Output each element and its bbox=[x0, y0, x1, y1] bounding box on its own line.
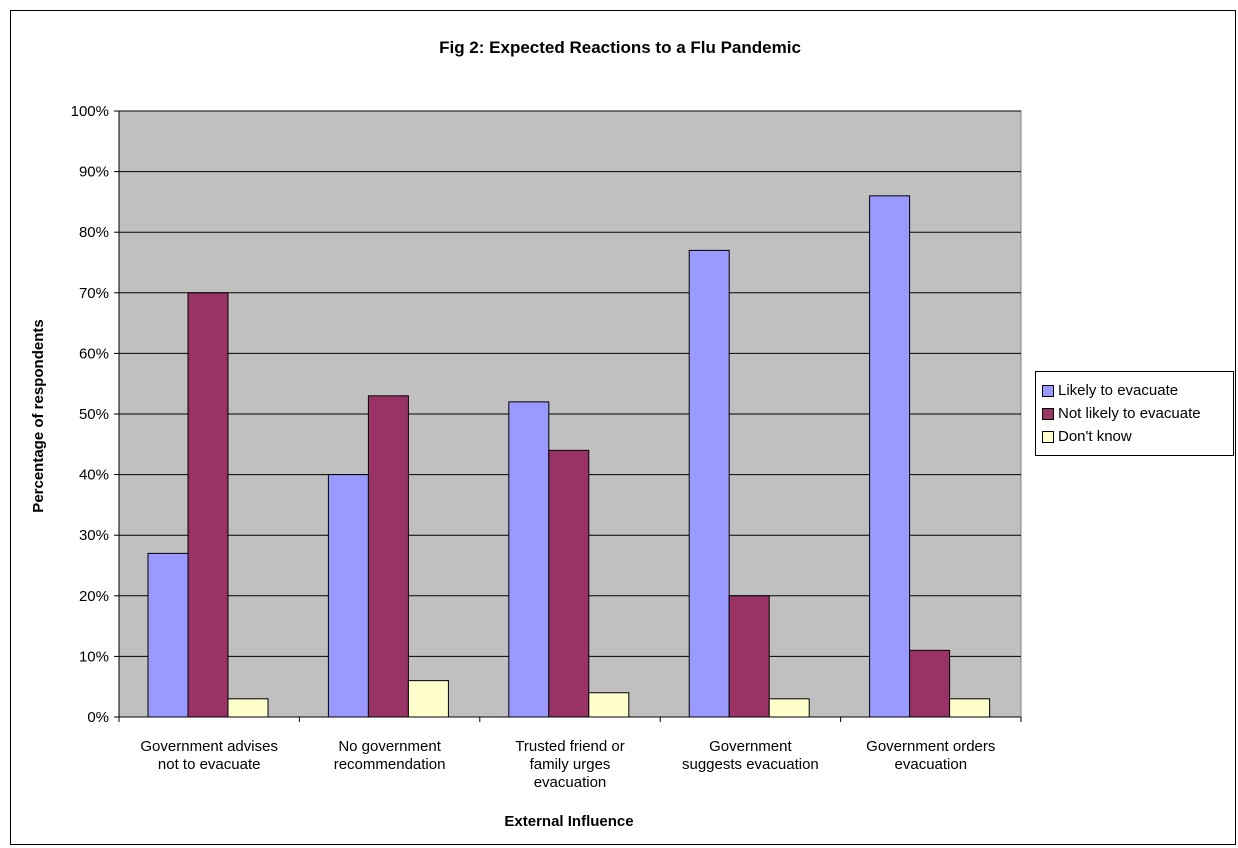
legend-label-likely: Likely to evacuate bbox=[1058, 382, 1179, 399]
bar-likely-to-evacuate-1 bbox=[327, 474, 369, 718]
legend-item-dont-know: Don't know bbox=[1042, 425, 1233, 448]
y-tick-label: 40% bbox=[79, 467, 109, 484]
bar-likely-to-evacuate-3 bbox=[688, 249, 730, 718]
bar-likely-to-evacuate-0 bbox=[147, 552, 189, 718]
x-tick-label: Government advises not to evacuate bbox=[140, 738, 278, 773]
y-tick-label: 50% bbox=[79, 406, 109, 423]
x-tick-label: Government orders evacuation bbox=[866, 738, 996, 773]
legend-swatch-likely bbox=[1042, 384, 1054, 397]
legend-label-dont-know: Don't know bbox=[1058, 428, 1132, 445]
y-tick-label: 30% bbox=[79, 527, 109, 544]
x-tick-label: Trusted friend or family urges evacuatio… bbox=[515, 738, 625, 791]
legend-item-likely: Likely to evacuate bbox=[1042, 379, 1233, 402]
x-tick-label: No government recommendation bbox=[333, 738, 446, 773]
bar-don-t-know-2 bbox=[588, 692, 630, 718]
y-tick-label: 60% bbox=[79, 345, 109, 362]
y-tick-label: 10% bbox=[79, 648, 109, 665]
y-tick-label: 70% bbox=[79, 285, 109, 302]
bar-likely-to-evacuate-2 bbox=[508, 401, 550, 718]
bar-not-likely-to-evacuate-0 bbox=[187, 292, 229, 718]
bar-not-likely-to-evacuate-3 bbox=[728, 595, 770, 718]
bar-don-t-know-3 bbox=[768, 698, 810, 718]
chart-title: Fig 2: Expected Reactions to a Flu Pande… bbox=[439, 38, 801, 57]
bar-not-likely-to-evacuate-4 bbox=[909, 649, 951, 718]
bar-not-likely-to-evacuate-1 bbox=[367, 395, 409, 718]
y-axis-label: Percentage of respondents bbox=[30, 319, 47, 512]
x-axis-label: External Influence bbox=[504, 813, 633, 830]
x-tick-label: Government suggests evacuation bbox=[682, 738, 819, 773]
bar-not-likely-to-evacuate-2 bbox=[548, 449, 590, 718]
legend-swatch-dont-know bbox=[1042, 430, 1054, 443]
legend-item-not-likely: Not likely to evacuate bbox=[1042, 402, 1233, 425]
y-tick-label: 20% bbox=[79, 588, 109, 605]
bar-don-t-know-0 bbox=[227, 698, 269, 718]
bar-likely-to-evacuate-4 bbox=[869, 195, 911, 718]
legend-swatch-not-likely bbox=[1042, 407, 1054, 420]
y-tick-label: 0% bbox=[87, 709, 109, 726]
y-tick-label: 90% bbox=[79, 164, 109, 181]
legend: Likely to evacuate Not likely to evacuat… bbox=[1035, 371, 1234, 456]
y-tick-label: 80% bbox=[79, 224, 109, 241]
y-tick-label: 100% bbox=[71, 103, 109, 120]
bar-don-t-know-4 bbox=[949, 698, 991, 718]
bar-don-t-know-1 bbox=[407, 680, 449, 718]
legend-label-not-likely: Not likely to evacuate bbox=[1058, 405, 1201, 422]
